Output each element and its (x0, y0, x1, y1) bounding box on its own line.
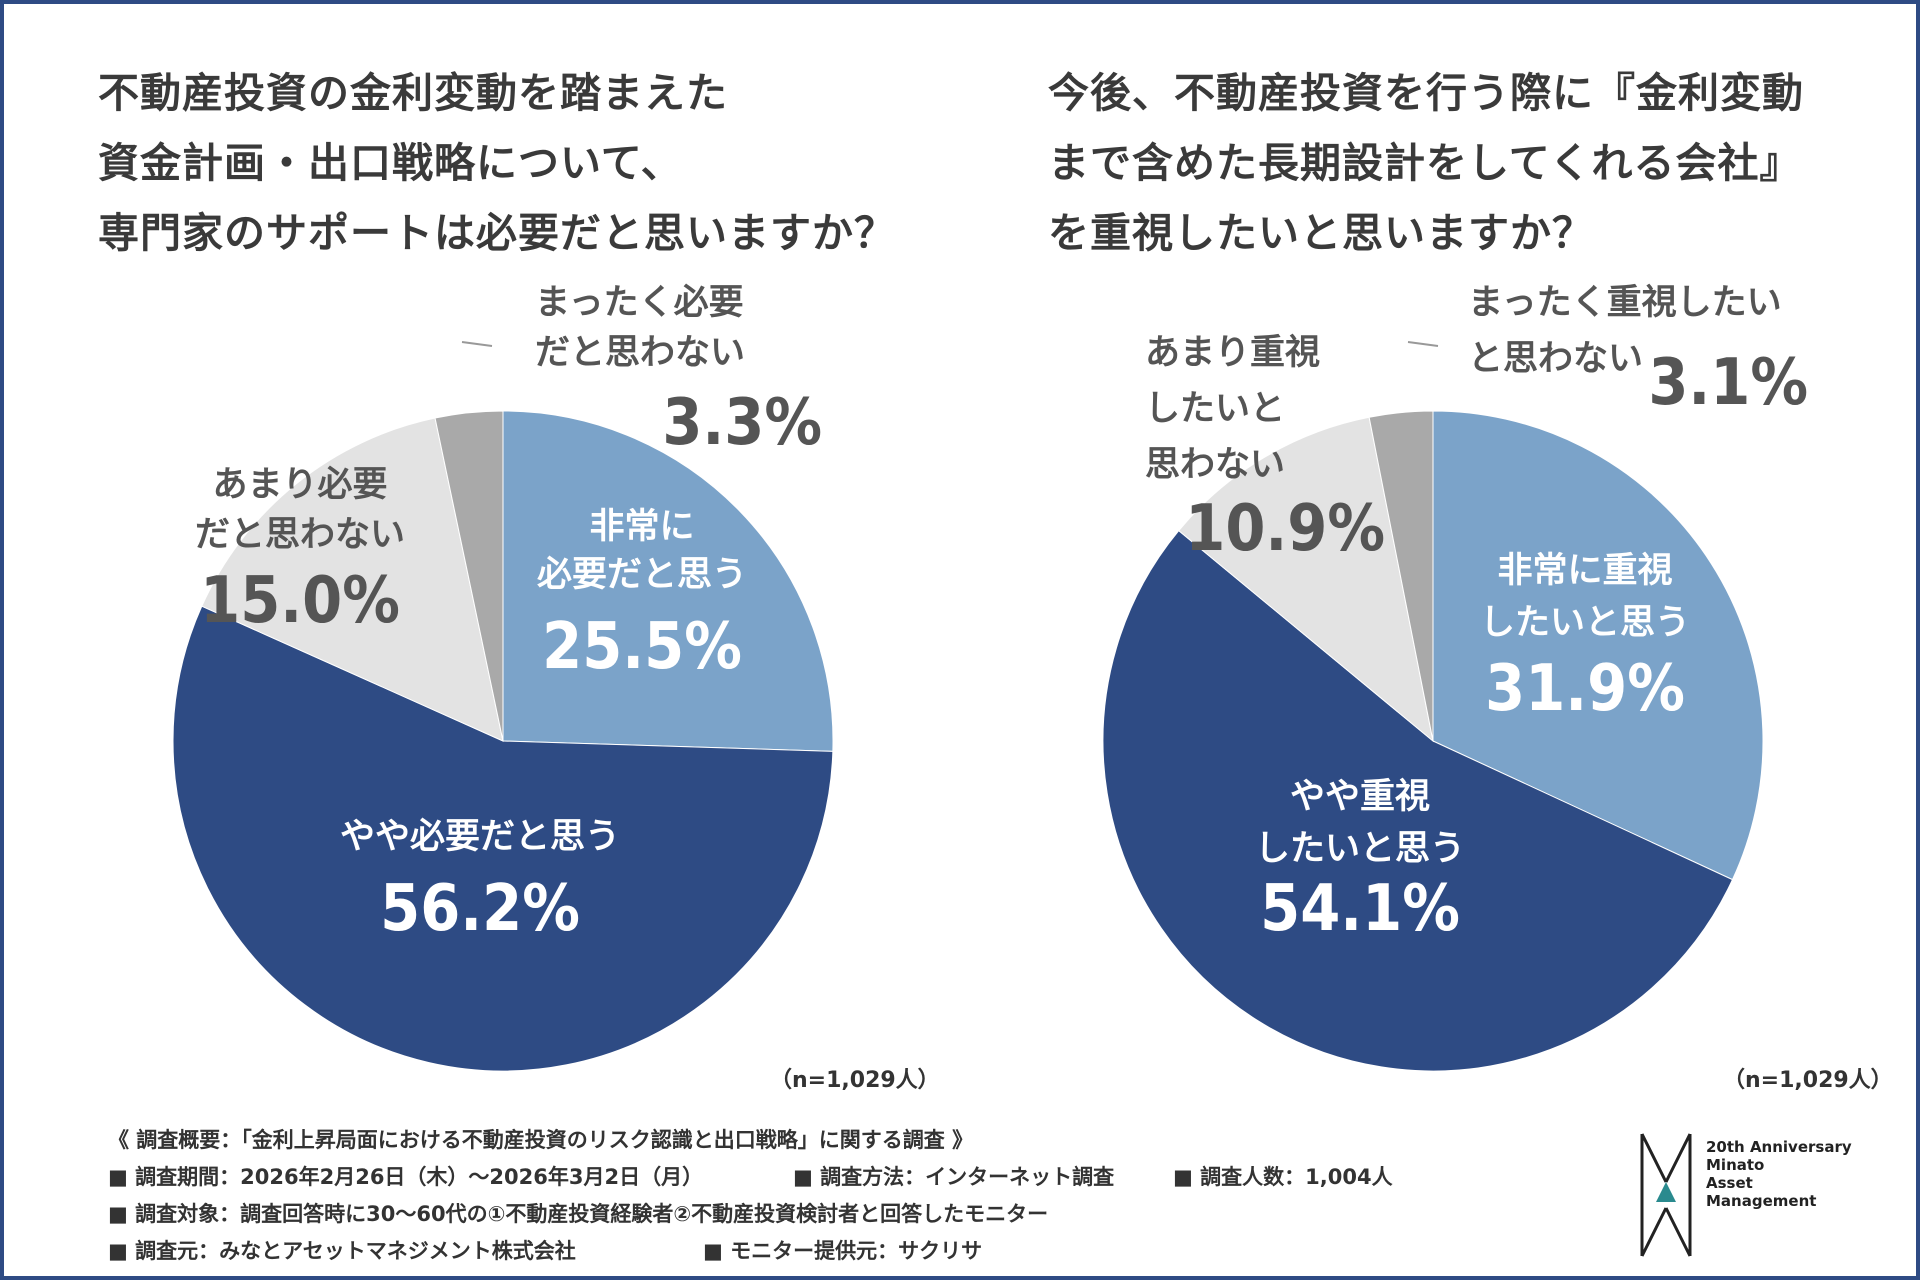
chart-2-slice-1-label-line-1: 非常に重視 (1497, 551, 1672, 591)
chart-1-slice-4-label-line-2: だと思わない (535, 333, 745, 373)
chart-2-slice-4-label-line-2: と思わない (1468, 339, 1643, 379)
chart-1-slice-4-label-line-1: まったく必要 (535, 283, 744, 323)
chart-2-slice-3-label-line-1: あまり重視 (1145, 333, 1320, 373)
chart-1-slice-4 (434, 410, 504, 742)
chart-1-slice-3-label-line-1: あまり必要 (212, 465, 387, 505)
chart-1-slice-2-label-line-1: やや必要だと思う (340, 817, 620, 857)
chart-1-slice-1-label-line-2: 必要だと思う (537, 555, 747, 595)
chart-1-slice-3 (201, 417, 504, 742)
logo-text: 20th Anniversary Minato Asset Management (1706, 1138, 1852, 1210)
chart-2-slice-2-value-label: 54.1% (1260, 872, 1460, 946)
chart-1-sample-size: （n=1,029人） (770, 1068, 940, 1093)
chart-1-slice-2 (172, 605, 834, 1072)
logo-line-2: Minato (1706, 1156, 1765, 1174)
chart-2-slice-2 (1102, 529, 1734, 1072)
chart-2-leader-line-4 (1407, 341, 1439, 347)
chart-2-slice-1-label-line-2: したいと思う (1480, 603, 1690, 643)
company-logo (1640, 1133, 1692, 1257)
survey-provider: ■ モニター提供元：サクリサ (703, 1239, 983, 1263)
logo-line-4: Management (1706, 1192, 1817, 1210)
chart-2-slice-3-label-line-2: したいと (1145, 389, 1285, 429)
chart-1-slice-3-value-label: 15.0% (200, 564, 400, 638)
chart-2-slice-4 (1368, 410, 1434, 742)
survey-heading: 《 調査概要：「金利上昇局面における不動産投資のリスク認識と出口戦略」に関する調… (108, 1128, 974, 1152)
chart-2-slice-3-label-line-3: 思わない (1145, 445, 1285, 485)
chart-2-slice-3 (1178, 416, 1434, 743)
chart-2-slice-4-label-line-1: まったく重視したい (1468, 283, 1782, 323)
survey-source: ■ 調査元：みなとアセットマネジメント株式会社 (108, 1239, 576, 1263)
chart-2-slice-4-value-label: 3.1% (1648, 346, 1808, 420)
chart-2-slice-2-label-line-2: したいと思う (1255, 829, 1465, 869)
chart-1-slice-3-label-line-2: だと思わない (195, 515, 405, 555)
survey-row-2: ■ 調査期間：2026年2月26日（木）～2026年3月2日（月） ■ 調査方法… (108, 1159, 1588, 1196)
chart-1-slice-1-value-label: 25.5% (542, 610, 742, 684)
chart-1-slice-1 (502, 410, 834, 752)
survey-target: ■ 調査対象：調査回答時に30～60代の①不動産投資経験者②不動産投資検討者と回… (108, 1202, 1049, 1226)
chart-2-title: 今後、不動産投資を行う際に『金利変動 まで含めた長期設計をしてくれる会社』 を重… (1048, 69, 1804, 257)
survey-period: ■ 調査期間：2026年2月26日（木）～2026年3月2日（月） (108, 1165, 704, 1189)
chart-2-slice-1-value-label: 31.9% (1485, 652, 1685, 726)
survey-row-3: ■ 調査対象：調査回答時に30～60代の①不動産投資経験者②不動産投資検討者と回… (108, 1196, 1588, 1233)
chart-2-sample-size: （n=1,029人） (1723, 1068, 1893, 1093)
chart-1-leader-line-4 (461, 341, 493, 347)
survey-heading-row: 《 調査概要：「金利上昇局面における不動産投資のリスク認識と出口戦略」に関する調… (108, 1122, 1588, 1159)
survey-method: ■ 調査方法：インターネット調査 (793, 1165, 1115, 1189)
logo-accent-triangle (1656, 1182, 1676, 1202)
survey-row-4: ■ 調査元：みなとアセットマネジメント株式会社 ■ モニター提供元：サクリサ (108, 1233, 1588, 1270)
chart-1-slice-2-value-label: 56.2% (380, 872, 580, 946)
chart-1-slice-1-label-line-1: 非常に (589, 507, 694, 547)
chart-2-slice-2-label-line-1: やや重視 (1290, 777, 1430, 817)
chart-1-title: 不動産投資の金利変動を踏まえた 資金計画・出口戦略について、 専門家のサポートは… (98, 69, 896, 257)
chart-1-slice-4-value-label: 3.3% (662, 386, 822, 460)
chart-2-slice-1 (1432, 410, 1764, 881)
chart-2-slice-3-value-label: 10.9% (1185, 492, 1385, 566)
survey-overview: 《 調査概要：「金利上昇局面における不動産投資のリスク認識と出口戦略」に関する調… (108, 1122, 1588, 1270)
logo-line-1: 20th Anniversary (1706, 1138, 1852, 1156)
logo-line-3: Asset (1706, 1174, 1753, 1192)
survey-count: ■ 調査人数：1,004人 (1173, 1165, 1393, 1189)
